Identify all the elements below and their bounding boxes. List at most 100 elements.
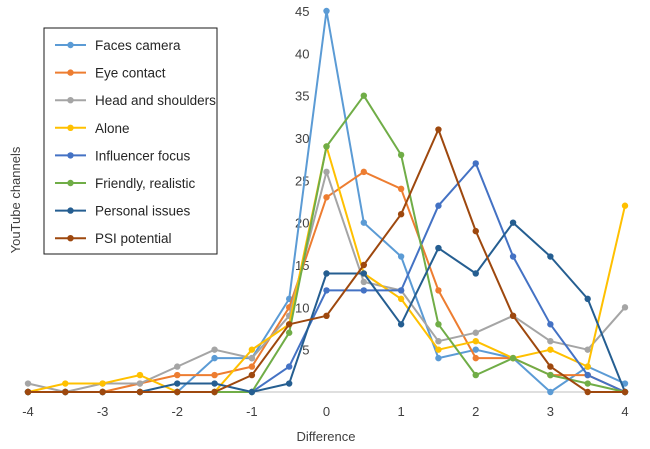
data-point bbox=[360, 92, 368, 99]
data-point bbox=[360, 168, 368, 176]
data-point bbox=[285, 321, 293, 328]
series-layer bbox=[24, 7, 629, 396]
series-psi-potential bbox=[24, 126, 629, 396]
data-point bbox=[435, 338, 442, 345]
legend-label: Personal issues bbox=[95, 204, 191, 219]
data-point bbox=[435, 321, 442, 328]
data-point bbox=[323, 168, 330, 176]
data-point bbox=[360, 219, 368, 226]
x-tick-label: 1 bbox=[398, 404, 405, 419]
legend-entry: Influencer focus bbox=[55, 148, 191, 163]
data-point bbox=[360, 287, 368, 294]
data-point bbox=[621, 388, 629, 396]
legend-swatch-marker bbox=[67, 235, 74, 242]
legend-label: Friendly, realistic bbox=[95, 176, 196, 191]
data-point bbox=[248, 363, 256, 370]
data-point bbox=[435, 346, 442, 353]
data-point bbox=[435, 244, 442, 252]
y-tick-label: 30 bbox=[295, 131, 309, 146]
x-tick-label: -1 bbox=[246, 404, 258, 419]
x-tick-label: 0 bbox=[323, 404, 330, 419]
data-point bbox=[248, 354, 256, 362]
data-point bbox=[248, 371, 256, 379]
data-point bbox=[472, 346, 479, 353]
x-tick-label: -2 bbox=[171, 404, 183, 419]
data-point bbox=[472, 354, 479, 362]
legend-entry: Personal issues bbox=[55, 204, 191, 219]
data-point bbox=[174, 363, 181, 370]
y-tick-label: 20 bbox=[295, 216, 309, 231]
data-point bbox=[584, 363, 591, 370]
legend-box bbox=[43, 27, 218, 255]
legend-swatch-marker bbox=[67, 179, 74, 187]
data-point bbox=[62, 380, 69, 387]
x-tick-label: 3 bbox=[547, 404, 554, 419]
data-point bbox=[435, 287, 442, 294]
data-point bbox=[24, 388, 32, 396]
y-tick-label: 40 bbox=[295, 46, 309, 61]
data-point bbox=[360, 270, 368, 277]
y-tick-label: 45 bbox=[295, 4, 309, 19]
data-point bbox=[211, 388, 218, 396]
data-point bbox=[285, 329, 293, 336]
data-point bbox=[547, 388, 554, 396]
data-point bbox=[323, 194, 330, 201]
data-point bbox=[99, 388, 106, 396]
data-point bbox=[509, 312, 517, 319]
data-point bbox=[211, 354, 218, 362]
data-point bbox=[397, 287, 405, 294]
legend-swatch-marker bbox=[67, 97, 74, 104]
data-point bbox=[323, 312, 330, 319]
x-axis-title: Difference bbox=[296, 429, 355, 444]
data-point bbox=[397, 151, 405, 159]
data-point bbox=[472, 227, 479, 235]
legend-label: Influencer focus bbox=[95, 148, 191, 163]
data-point bbox=[397, 211, 405, 218]
legend-swatch-marker bbox=[67, 152, 74, 159]
legend-entry: PSI potential bbox=[55, 231, 172, 246]
data-point bbox=[621, 304, 629, 311]
data-point bbox=[547, 346, 554, 353]
data-point bbox=[435, 126, 442, 133]
data-point bbox=[584, 380, 591, 387]
y-tick-label: 35 bbox=[295, 89, 309, 104]
data-point bbox=[397, 253, 405, 260]
legend-swatch-marker bbox=[67, 124, 74, 131]
data-point bbox=[360, 278, 368, 286]
data-point bbox=[62, 388, 69, 396]
data-point bbox=[248, 388, 256, 396]
data-point bbox=[472, 338, 479, 345]
data-point bbox=[584, 295, 591, 303]
data-point bbox=[547, 338, 554, 345]
data-point bbox=[509, 354, 517, 362]
data-point bbox=[397, 321, 405, 328]
data-point bbox=[174, 388, 181, 396]
data-point bbox=[24, 380, 32, 387]
data-point bbox=[435, 354, 442, 362]
data-point bbox=[547, 321, 554, 328]
data-point bbox=[211, 371, 218, 379]
data-point bbox=[584, 388, 591, 396]
y-axis-title: YouTube channels bbox=[8, 146, 23, 253]
data-point bbox=[547, 253, 554, 260]
data-point bbox=[472, 270, 479, 277]
data-point bbox=[584, 371, 591, 379]
data-point bbox=[584, 346, 591, 353]
x-axis-ticks: -4 -3 -2 -1 0 1 2 3 4 bbox=[22, 404, 628, 419]
legend-swatch-marker bbox=[67, 207, 74, 214]
legend-swatch-marker bbox=[67, 69, 74, 76]
legend-label: Faces camera bbox=[95, 38, 181, 53]
data-point bbox=[285, 363, 293, 370]
data-point bbox=[621, 202, 629, 209]
legend-label: PSI potential bbox=[95, 231, 172, 246]
data-point bbox=[472, 160, 479, 167]
data-point bbox=[509, 219, 517, 226]
data-point bbox=[397, 295, 405, 303]
data-point bbox=[360, 261, 368, 269]
data-point bbox=[248, 346, 256, 353]
data-point bbox=[211, 380, 218, 387]
data-point bbox=[174, 380, 181, 387]
x-tick-label: -3 bbox=[97, 404, 109, 419]
